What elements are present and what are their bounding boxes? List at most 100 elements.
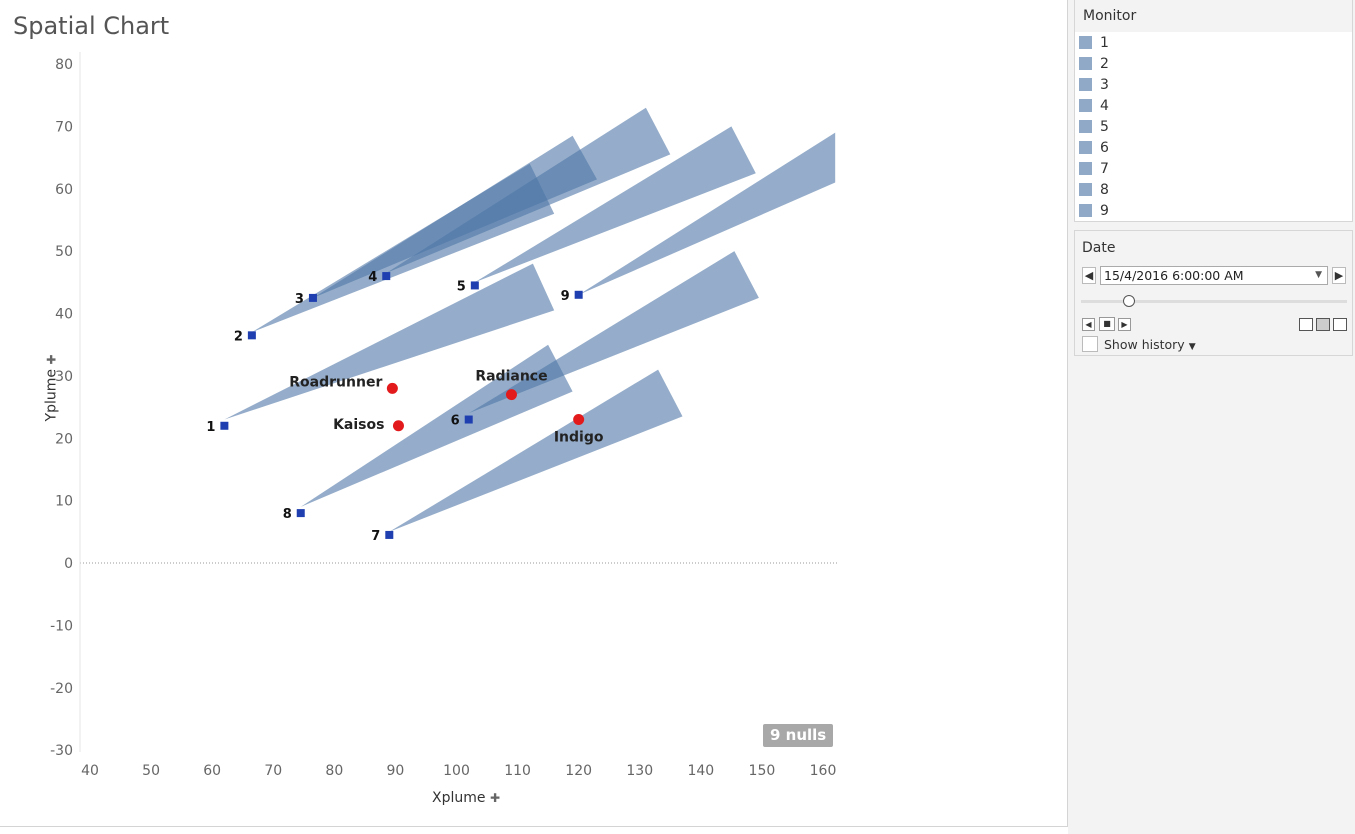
site-marker[interactable]	[392, 420, 404, 432]
pin-icon: ✚	[489, 791, 501, 805]
y-tick-label: -20	[50, 681, 73, 697]
y-tick-label: -30	[50, 743, 73, 759]
legend-item[interactable]: 9	[1075, 200, 1352, 221]
plume-wedge[interactable]	[224, 263, 555, 420]
site-marker[interactable]	[573, 414, 585, 426]
site-marker[interactable]	[505, 389, 517, 401]
x-tick-label: 120	[565, 763, 592, 779]
monitor-marker[interactable]	[247, 331, 256, 340]
monitor-label: 9	[561, 289, 570, 304]
monitor-marker[interactable]	[385, 530, 394, 539]
legend-item[interactable]: 3	[1075, 74, 1352, 95]
plume-wedge[interactable]	[578, 132, 836, 295]
y-tick-label: 80	[55, 57, 73, 73]
x-tick-label: 140	[687, 763, 714, 779]
legend-label: 9	[1100, 202, 1109, 219]
legend-swatch	[1079, 99, 1092, 112]
x-tick-label: 90	[387, 763, 405, 779]
legend-item[interactable]: 7	[1075, 158, 1352, 179]
date-slider-track[interactable]	[1081, 300, 1347, 303]
site-label: Roadrunner	[289, 374, 382, 390]
monitor-legend: Monitor 1 2 3 4 5 6 7 8 9	[1074, 0, 1353, 222]
show-history-text: Show history	[1104, 337, 1185, 352]
y-axis-title[interactable]: Yplume ✚	[43, 355, 59, 422]
legend-swatch	[1079, 36, 1092, 49]
date-slider-thumb[interactable]	[1123, 295, 1135, 307]
monitor-label: 3	[295, 292, 304, 307]
y-tick-label: -10	[50, 618, 73, 634]
slow-speed-icon[interactable]	[1299, 318, 1313, 331]
x-axis-title[interactable]: Xplume ✚	[432, 790, 500, 806]
legend-item[interactable]: 1	[1075, 32, 1352, 53]
legend-item[interactable]: 6	[1075, 137, 1352, 158]
y-tick-label: 40	[55, 307, 73, 323]
y-tick-label: 70	[55, 119, 73, 135]
next-date-icon[interactable]: ▶	[1332, 267, 1346, 284]
monitor-marker[interactable]	[308, 293, 317, 302]
y-axis-label: Yplume	[43, 369, 60, 422]
monitor-marker[interactable]	[382, 272, 391, 281]
legend-item[interactable]: 2	[1075, 53, 1352, 74]
side-panel: Monitor 1 2 3 4 5 6 7 8 9 Date ◀ 15/4/2016 6:00:…	[1068, 0, 1355, 834]
fast-speed-icon[interactable]	[1333, 318, 1347, 331]
monitor-marker[interactable]	[220, 421, 229, 430]
nulls-indicator[interactable]: 9 nulls	[763, 724, 834, 747]
date-select[interactable]: 15/4/2016 6:00:00 AM ▼	[1100, 266, 1328, 285]
legend-item[interactable]: 4	[1075, 95, 1352, 116]
x-axis-label: Xplume	[432, 790, 486, 806]
x-tick-label: 110	[504, 763, 531, 779]
monitor-label: 5	[457, 279, 466, 294]
legend-swatch	[1079, 78, 1092, 91]
x-tick-label: 80	[325, 763, 343, 779]
x-tick-label: 40	[81, 763, 99, 779]
x-tick-label: 130	[626, 763, 653, 779]
legend-label: 1	[1100, 34, 1109, 51]
legend-title: Monitor	[1075, 0, 1352, 32]
legend-label: 4	[1100, 97, 1109, 114]
worksheet-area: Spatial Chart 80 70 60 50 40 30 20 10 0 -10 -20 -30…	[0, 0, 1068, 827]
plume-wedge[interactable]	[474, 126, 756, 283]
page-title: Spatial Chart	[13, 12, 170, 40]
x-tick-label: 150	[749, 763, 776, 779]
monitor-label: 6	[451, 414, 460, 429]
y-tick-label: 50	[55, 244, 73, 260]
monitor-marker[interactable]	[574, 290, 583, 299]
legend-item[interactable]: 8	[1075, 179, 1352, 200]
legend-swatch	[1079, 183, 1092, 196]
legend-item[interactable]: 5	[1075, 116, 1352, 137]
monitor-marker[interactable]	[470, 281, 479, 290]
pin-icon: ✚	[44, 354, 59, 365]
x-tick-label: 60	[203, 763, 221, 779]
y-tick-label: 30	[55, 369, 73, 385]
previous-date-icon[interactable]: ◀	[1082, 267, 1096, 284]
monitor-label: 1	[206, 420, 215, 435]
x-tick-label: 100	[443, 763, 470, 779]
x-tick-label: 50	[142, 763, 160, 779]
plume-wedge[interactable]	[386, 107, 671, 273]
date-filter-title: Date	[1082, 240, 1116, 256]
legend-swatch	[1079, 204, 1092, 217]
x-tick-label: 160	[810, 763, 837, 779]
medium-speed-icon[interactable]	[1316, 318, 1330, 331]
date-select-value: 15/4/2016 6:00:00 AM	[1104, 268, 1244, 283]
y-tick-label: 60	[55, 182, 73, 198]
show-history-label[interactable]: Show history ▼	[1104, 337, 1196, 352]
plume-wedge[interactable]	[389, 369, 683, 532]
site-marker[interactable]	[386, 382, 398, 394]
plume-wedge[interactable]	[300, 344, 573, 507]
monitor-label: 8	[283, 507, 292, 522]
y-tick-label: 10	[55, 494, 73, 510]
step-back-icon[interactable]: ◀	[1082, 318, 1095, 331]
legend-label: 8	[1100, 181, 1109, 198]
plume-wedge[interactable]	[313, 135, 597, 298]
step-forward-icon[interactable]: ▶	[1118, 318, 1131, 331]
show-history-checkbox[interactable]	[1082, 336, 1098, 352]
legend-label: 2	[1100, 55, 1109, 72]
legend-swatch	[1079, 120, 1092, 133]
monitor-marker[interactable]	[296, 509, 305, 518]
legend-swatch	[1079, 162, 1092, 175]
monitor-marker[interactable]	[464, 415, 473, 424]
stop-icon[interactable]: ■	[1099, 317, 1115, 331]
legend-label: 6	[1100, 139, 1109, 156]
